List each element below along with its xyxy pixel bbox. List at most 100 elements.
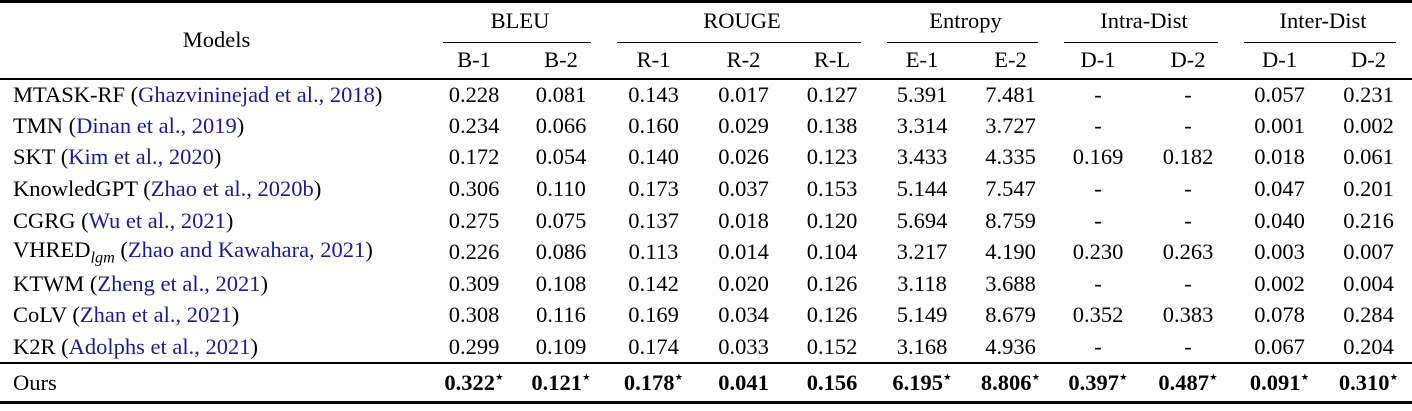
table-header: Models BLEU ROUGE Entropy Intra-Dist Inter-Di… (0, 2, 1412, 79)
value-cell: 4.190 (985, 239, 1036, 265)
citation-link[interactable]: Zhan et al., 2021 (79, 302, 232, 328)
model-name: VHRED (13, 237, 91, 263)
model-name: CoLV (13, 302, 67, 328)
model-cell: MTASK-RF (Ghazvininejad et al., 2018) (13, 81, 383, 107)
table-row: KTWM (Zheng et al., 2021) 0.309 0.108 0.142… (0, 268, 1412, 300)
star-marker: ⋆ (1118, 370, 1128, 386)
value-cell: - (1184, 81, 1192, 107)
value-cell: 0.143 (628, 81, 679, 107)
group-underline-rule (617, 41, 862, 43)
value-cell: - (1184, 112, 1192, 138)
value-cell: 0.308 (448, 302, 500, 328)
table-row: CoLV (Zhan et al., 2021) 0.308 0.116 0.169 0… (0, 300, 1412, 332)
citation-link[interactable]: Ghazvininejad et al., 2018 (138, 81, 375, 107)
value-cell: 0.226 (448, 239, 500, 265)
value-cell: - (1094, 112, 1102, 138)
value-cell: 0.204 (1343, 333, 1394, 359)
ours-value-cell: 0.156 (806, 369, 858, 395)
star-marker: ⋆ (1300, 370, 1310, 386)
ours-label: Ours (13, 369, 57, 395)
column-header-1-r-l: R-L (813, 47, 851, 72)
model-name: K2R (13, 333, 56, 359)
ours-section: Ours 0.322⋆ 0.121⋆ 0.178⋆ 0.041 0.156 6.195⋆ 8.… (0, 362, 1412, 403)
group-header-inter-dist: Inter-Dist (1234, 2, 1412, 43)
value-cell: 3.168 (896, 333, 948, 359)
value-cell: 0.020 (718, 270, 769, 296)
table-row: K2R (Adolphs et al., 2021) 0.299 0.109 0.17… (0, 331, 1412, 363)
value-cell: 0.029 (718, 112, 769, 138)
value-cell: 0.120 (806, 207, 858, 233)
model-name: SKT (13, 144, 56, 170)
value-cell: 0.017 (718, 81, 769, 107)
star-marker: ⋆ (1031, 370, 1041, 386)
citation-link[interactable]: Kim et al., 2020 (68, 144, 214, 170)
ours-value-cell: 0.397⋆ (1068, 369, 1128, 395)
subheader-row: B-1 B-2 R-1 R-2 R-L E-1 E-2 D-1 D-2 D-1 D-2 (0, 43, 1412, 79)
ours-value-cell: 6.195⋆ (892, 369, 952, 395)
value-cell: 3.727 (985, 112, 1036, 138)
citation-link[interactable]: Zheng et al., 2021 (97, 270, 261, 296)
value-cell: - (1184, 270, 1192, 296)
group-header-row: Models BLEU ROUGE Entropy Intra-Dist Inter-Di… (0, 2, 1412, 52)
star-marker: ⋆ (581, 370, 591, 386)
group-header-intra-dist: Intra-Dist (1054, 2, 1234, 43)
column-header-2-e-2: E-2 (994, 47, 1027, 72)
value-cell: 0.067 (1254, 333, 1305, 359)
group-header-label: Entropy (929, 7, 1002, 33)
ours-value-cell: 0.310⋆ (1338, 369, 1399, 395)
ours-value-cell: 0.178⋆ (623, 369, 684, 395)
value-cell: 0.037 (718, 176, 769, 202)
value-cell: - (1094, 333, 1102, 359)
value-cell: 0.034 (718, 302, 769, 328)
citation-link[interactable]: Zhao and Kawahara, 2021 (127, 237, 366, 263)
ours-row: Ours 0.322⋆ 0.121⋆ 0.178⋆ 0.041 0.156 6.195⋆ 8.… (0, 363, 1412, 403)
value-cell: 0.152 (806, 333, 858, 359)
value-cell: 0.002 (1343, 112, 1394, 138)
value-cell: 0.110 (536, 176, 586, 202)
value-cell: 0.284 (1343, 302, 1394, 328)
value-cell: 0.138 (806, 112, 858, 138)
citation-link[interactable]: Wu et al., 2021 (88, 207, 226, 233)
value-cell: - (1184, 176, 1192, 202)
value-cell: - (1184, 207, 1192, 233)
star-marker: ⋆ (494, 370, 504, 386)
value-cell: 0.182 (1162, 144, 1214, 170)
citation-link[interactable]: Adolphs et al., 2021 (68, 333, 251, 359)
column-header-3-d-1: D-1 (1080, 47, 1116, 72)
value-cell: 4.936 (985, 333, 1036, 359)
group-underline-rule (1244, 41, 1397, 43)
value-cell: 0.309 (448, 270, 500, 296)
column-header-1-r-2: R-2 (726, 47, 761, 72)
value-cell: - (1094, 176, 1102, 202)
table-row: TMN (Dinan et al., 2019) 0.234 0.066 0.160 0… (0, 110, 1412, 142)
model-name: KTWM (13, 270, 85, 296)
value-cell: 0.054 (535, 144, 587, 170)
value-cell: - (1094, 270, 1102, 296)
model-name: TMN (13, 112, 63, 138)
value-cell: 0.078 (1254, 302, 1305, 328)
value-cell: 0.014 (718, 239, 769, 265)
value-cell: 3.433 (896, 144, 948, 170)
value-cell: 0.230 (1072, 239, 1124, 265)
star-marker: ⋆ (1389, 370, 1399, 386)
model-cell: CGRG (Wu et al., 2021) (13, 207, 234, 233)
model-name: CGRG (13, 207, 76, 233)
model-subscript: lgm (90, 248, 115, 267)
value-cell: 0.007 (1343, 239, 1394, 265)
value-cell: 0.160 (628, 112, 679, 138)
value-cell: 7.481 (985, 81, 1036, 107)
value-cell: 0.234 (448, 112, 500, 138)
value-cell: 0.201 (1343, 176, 1394, 202)
value-cell: 0.123 (806, 144, 858, 170)
model-cell: KTWM (Zheng et al., 2021) (13, 270, 268, 296)
column-header-4-d-2: D-2 (1351, 47, 1387, 72)
citation-link[interactable]: Dinan et al., 2019 (76, 112, 237, 138)
citation-link[interactable]: Zhao et al., 2020b (150, 176, 314, 202)
star-marker: ⋆ (674, 370, 684, 386)
value-cell: 0.066 (535, 112, 587, 138)
column-header-0-b-1: B-1 (457, 47, 491, 72)
value-cell: 3.688 (985, 270, 1036, 296)
group-underline-rule (887, 41, 1039, 43)
value-cell: 0.081 (535, 81, 587, 107)
value-cell: 0.002 (1254, 270, 1305, 296)
